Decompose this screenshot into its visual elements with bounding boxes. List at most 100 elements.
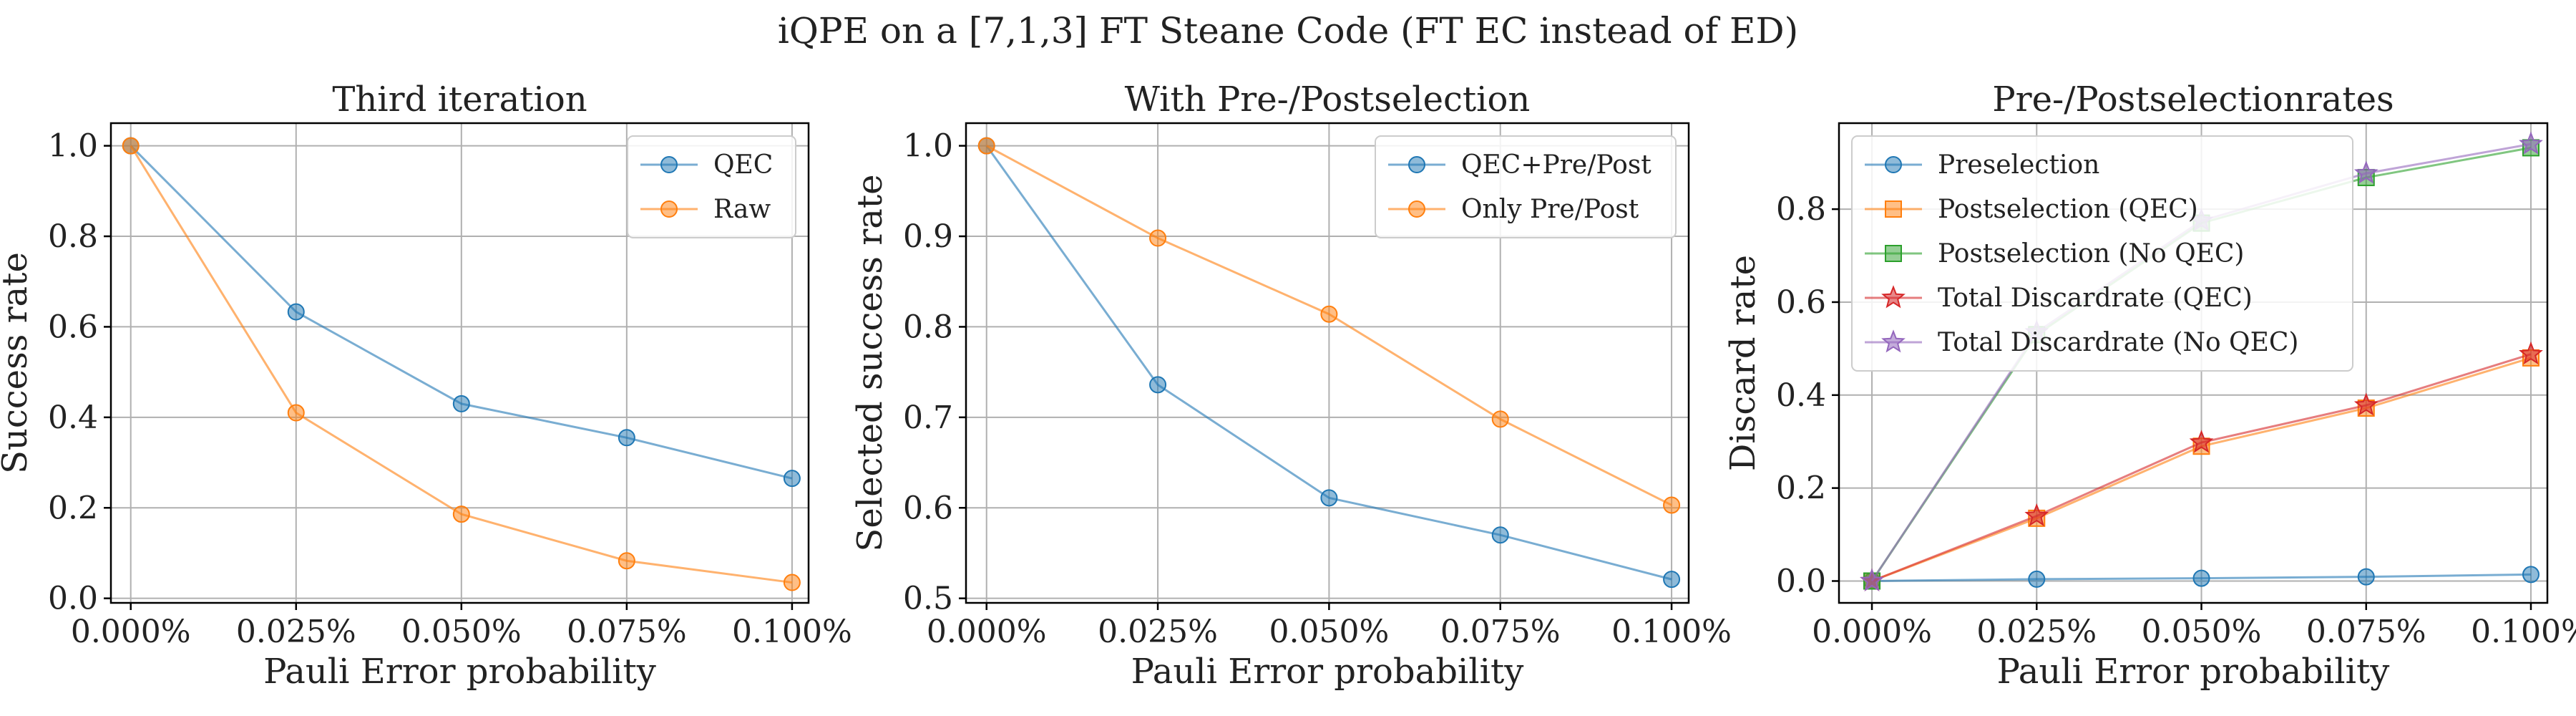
legend-box <box>1851 135 2353 372</box>
legend-label: QEC+Pre/Post <box>1461 150 1652 180</box>
data-point <box>2028 570 2046 588</box>
y-tick-label: 0.5 <box>903 581 953 617</box>
y-tick-label: 0.0 <box>48 581 98 617</box>
data-point <box>1320 305 1338 323</box>
x-tick-label: 0.000% <box>71 614 191 650</box>
data-point <box>287 303 305 321</box>
data-point <box>2189 430 2214 453</box>
chart-title: Pre-/Postselectionrates <box>1992 79 2394 120</box>
series-1 <box>1863 566 2540 590</box>
plot-frame <box>965 122 1690 604</box>
legend-marker <box>1885 200 1902 218</box>
y-tick-label: 0.0 <box>1776 563 1826 599</box>
data-point <box>2519 131 2543 155</box>
data-point <box>618 552 635 570</box>
data-point <box>2519 341 2543 365</box>
plot-frame <box>1838 122 2549 604</box>
x-tick-label: 0.050% <box>401 614 522 650</box>
legend-label: Postselection (QEC) <box>1938 195 2198 224</box>
legend-label: QEC <box>713 150 773 180</box>
x-tick-label: 0.100% <box>732 614 852 650</box>
x-axis-label: Pauli Error probability <box>1997 652 2390 692</box>
x-tick-label: 0.050% <box>2142 614 2262 650</box>
data-point <box>1860 568 1884 591</box>
y-tick-label: 1.0 <box>48 128 98 165</box>
x-tick-label: 0.050% <box>1269 614 1390 650</box>
data-point <box>1320 489 1338 507</box>
legend-marker <box>1885 156 1902 173</box>
x-tick-label: 0.000% <box>1812 614 1932 650</box>
y-tick-label: 0.8 <box>903 309 953 345</box>
data-point <box>452 395 470 412</box>
data-point <box>1491 526 1509 544</box>
series-2 <box>977 137 1681 514</box>
y-tick-label: 0.7 <box>903 400 953 436</box>
y-tick-label: 0.2 <box>48 490 98 526</box>
data-point <box>2522 566 2540 584</box>
legend-marker <box>660 156 678 173</box>
legend-label: Total Discardrate (QEC) <box>1938 284 2253 313</box>
legend-label: Only Pre/Post <box>1461 195 1639 224</box>
x-tick-label: 0.075% <box>1440 614 1561 650</box>
legend-label: Total Discardrate (No QEC) <box>1938 328 2298 357</box>
data-point <box>977 137 995 155</box>
data-point <box>1663 496 1681 514</box>
legend-marker <box>1881 285 1906 309</box>
data-point <box>2353 392 2379 416</box>
legend-marker <box>660 200 678 218</box>
x-tick-label: 0.100% <box>1611 614 1732 650</box>
data-point <box>1491 410 1509 428</box>
y-axis-label: Success rate <box>0 252 35 474</box>
y-tick-label: 0.4 <box>48 400 98 436</box>
legend: QEC Raw <box>627 135 796 238</box>
legend-label: Preselection <box>1938 150 2099 180</box>
data-point <box>1149 376 1167 394</box>
x-axis-label: Pauli Error probability <box>1131 652 1524 692</box>
y-axis-label: Discard rate <box>1723 255 1763 471</box>
chart-panel-3: Pre-/Postselectionrates 0.000% 0.025% 0.050… <box>1723 79 2576 692</box>
x-tick-label: 0.100% <box>2471 614 2576 650</box>
legend-marker <box>1408 156 1425 173</box>
figure-title: iQPE on a [7,1,3] FT Steane Code (FT EC … <box>778 10 1798 52</box>
y-tick-label: 1.0 <box>903 128 953 165</box>
data-point <box>2357 568 2375 586</box>
data-point <box>2192 569 2210 587</box>
data-point <box>1149 229 1167 247</box>
legend: QEC+Pre/Post Only Pre/Post <box>1375 135 1677 238</box>
data-point <box>618 429 635 447</box>
chart-panel-1: Third iteration 0.000% 0.025% 0.050% 0.075% 0… <box>0 79 852 692</box>
series-2 <box>122 137 801 591</box>
y-tick-label: 0.9 <box>903 218 953 255</box>
legend-marker <box>1881 329 1906 353</box>
chart-panel-2: With Pre-/Postselection 0.000% 0.025% 0.050… <box>850 79 1732 692</box>
legend-label: Raw <box>713 195 771 224</box>
data-point <box>783 470 801 488</box>
legend-marker <box>1408 200 1425 218</box>
y-tick-label: 0.8 <box>1776 191 1826 228</box>
plots: Third iteration 0.000% 0.025% 0.050% 0.075% 0… <box>0 79 2576 692</box>
legend-marker <box>1885 245 1902 262</box>
legend: Preselection Postselection (QEC) Postselec… <box>1851 135 2353 372</box>
data-point <box>122 137 140 155</box>
legend-label: Postselection (No QEC) <box>1938 239 2244 268</box>
x-tick-label: 0.075% <box>567 614 687 650</box>
y-tick-label: 0.6 <box>903 490 953 526</box>
x-tick-label: 0.075% <box>2306 614 2426 650</box>
data-point <box>1663 571 1681 589</box>
x-tick-label: 0.025% <box>1098 614 1218 650</box>
y-tick-label: 0.6 <box>48 309 98 345</box>
data-point <box>452 505 470 523</box>
x-axis-label: Pauli Error probability <box>263 652 656 692</box>
chart-title: With Pre-/Postselection <box>1125 79 1531 120</box>
y-tick-label: 0.4 <box>1776 377 1826 414</box>
data-point <box>2353 160 2379 184</box>
plot-frame <box>109 122 810 604</box>
y-tick-label: 0.2 <box>1776 470 1826 507</box>
x-tick-label: 0.025% <box>1976 614 2097 650</box>
legend-box <box>1375 135 1677 238</box>
data-point <box>287 404 305 422</box>
y-tick-label: 0.6 <box>1776 284 1826 321</box>
y-tick-label: 0.8 <box>48 218 98 255</box>
chart-title: Third iteration <box>332 79 587 120</box>
